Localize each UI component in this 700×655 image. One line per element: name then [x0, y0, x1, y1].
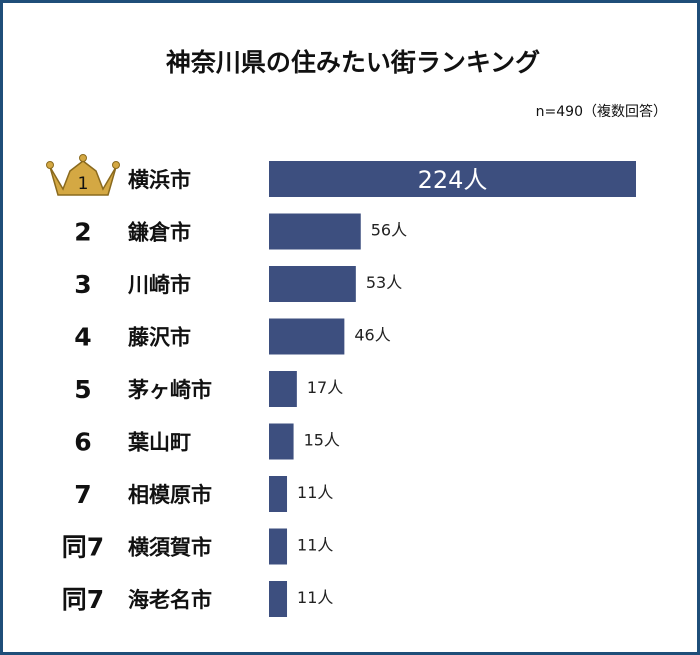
bar: [269, 371, 297, 407]
crown-jewel-left: [46, 161, 54, 169]
value-label: 11人: [297, 483, 333, 502]
crown-jewel-right: [112, 161, 120, 169]
value-label: 11人: [297, 536, 333, 555]
rank-label: 7: [74, 480, 91, 509]
rank-label: 5: [74, 375, 91, 404]
sample-size-note: n=490（複数回答）: [535, 104, 667, 120]
bar: [269, 476, 288, 512]
value-label: 224人: [418, 166, 488, 194]
rank-label: 同7: [62, 533, 104, 562]
value-label: 56人: [371, 221, 407, 240]
chart-title: 神奈川県の住みたい街ランキング: [165, 48, 541, 77]
bar: [269, 161, 636, 197]
value-label: 53人: [366, 273, 402, 292]
bar: [269, 266, 356, 302]
category-label: 茅ヶ崎市: [128, 378, 212, 402]
crown-icon: [49, 160, 117, 196]
crown-jewel-center: [79, 154, 87, 162]
category-label: 葉山町: [127, 431, 191, 455]
bar: [269, 318, 345, 355]
rank-label: 2: [74, 218, 91, 247]
category-label: 海老名市: [128, 588, 212, 612]
bar: [269, 423, 294, 460]
category-label: 横須賀市: [128, 536, 212, 560]
category-label: 川崎市: [127, 273, 191, 297]
rank-label: 1: [78, 174, 89, 194]
bar: [269, 213, 361, 250]
rank-label: 同7: [62, 585, 104, 614]
rank-label: 3: [74, 270, 91, 299]
bar: [269, 528, 288, 565]
category-label: 鎌倉市: [128, 221, 191, 245]
value-label: 17人: [307, 378, 343, 397]
value-label: 15人: [304, 431, 340, 450]
bar: [269, 581, 288, 617]
rank-label: 4: [74, 323, 91, 352]
category-label: 相模原市: [128, 483, 212, 507]
rank-label: 6: [74, 428, 91, 457]
category-label: 藤沢市: [127, 326, 191, 350]
value-label: 46人: [354, 326, 390, 345]
category-label: 横浜市: [128, 168, 191, 192]
value-label: 11人: [297, 588, 333, 607]
